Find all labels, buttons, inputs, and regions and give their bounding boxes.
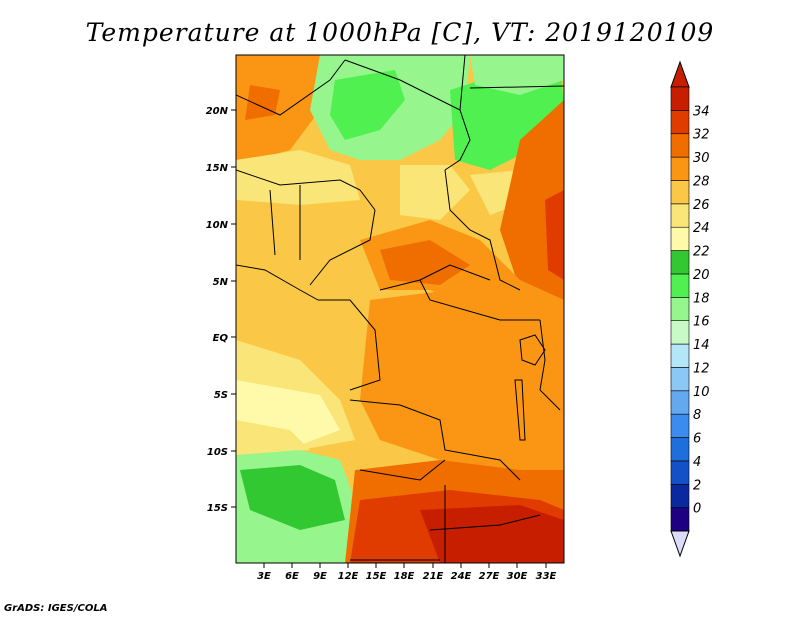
- lon-label: 21E: [423, 571, 444, 582]
- colorbar-over-triangle: [670, 60, 690, 88]
- colorbar-box: [670, 273, 690, 298]
- colorbar-label: 14: [693, 338, 710, 353]
- colorbar-box: [670, 390, 690, 415]
- colorbar-label: 32: [693, 128, 710, 143]
- lon-label: 12E: [338, 571, 359, 582]
- lat-label: 5S: [214, 390, 228, 401]
- lat-label: 10S: [207, 447, 228, 458]
- grads-credit: GrADS: IGES/COLA: [4, 603, 108, 614]
- colorbar-label: 20: [693, 268, 710, 283]
- lon-label: 6E: [285, 571, 299, 582]
- colorbar-label: 0: [693, 502, 701, 517]
- colorbar-label: 26: [693, 198, 710, 213]
- lon-label: 18E: [394, 571, 415, 582]
- colorbar-box: [670, 297, 690, 321]
- map-title: Temperature at 1000hPa [C], VT: 20191201…: [85, 18, 715, 47]
- colorbar-under-triangle: [670, 530, 690, 558]
- colorbar-label: 2: [693, 478, 701, 493]
- colorbar-label: 8: [693, 408, 701, 423]
- colorbar-box: [670, 437, 690, 462]
- colorbar-label: 4: [693, 455, 701, 470]
- lon-label: 30E: [507, 571, 528, 582]
- colorbar-box: [670, 367, 690, 392]
- lon-label: 24E: [451, 571, 472, 582]
- colorbar-box: [670, 203, 690, 228]
- temperature-field: [236, 55, 564, 563]
- lat-label: 15N: [206, 163, 229, 174]
- colorbar-box: [670, 180, 690, 205]
- colorbar-box: [670, 133, 690, 158]
- lat-label: 10N: [206, 220, 229, 231]
- colorbar-label: 10: [693, 385, 710, 400]
- map-frame: [235, 54, 565, 564]
- latitude-labels: 20N 15N 10N 5N EQ 5S 10S 15S: [206, 106, 236, 514]
- colorbar-box: [670, 250, 690, 275]
- colorbar-label: 28: [693, 174, 710, 189]
- lat-label: 5N: [213, 277, 229, 288]
- colorbar-box: [670, 226, 690, 251]
- colorbar-label: 6: [693, 432, 701, 447]
- colorbar-box: [670, 483, 690, 508]
- colorbar-boxes: [670, 86, 690, 532]
- colorbar-label: 18: [693, 291, 710, 306]
- lon-label: 3E: [257, 571, 271, 582]
- colorbar-label: 22: [693, 245, 710, 260]
- colorbar-label: 24: [693, 221, 710, 236]
- lon-label: 15E: [366, 571, 387, 582]
- lon-label: 27E: [479, 571, 500, 582]
- colorbar-box: [670, 110, 690, 135]
- colorbar-box: [670, 413, 690, 438]
- colorbar-box: [670, 460, 690, 485]
- colorbar-label: 12: [693, 361, 710, 376]
- colorbar-box: [670, 320, 690, 345]
- lat-label: 15S: [207, 503, 228, 514]
- colorbar-box: [670, 343, 690, 368]
- lon-label: 33E: [536, 571, 557, 582]
- colorbar-box: [670, 86, 690, 111]
- lat-label: 20N: [206, 106, 229, 117]
- colorbar-label: 34: [693, 104, 710, 119]
- colorbar-label: 16: [693, 315, 710, 330]
- longitude-labels: 3E 6E 9E 12E 15E 18E 21E 24E 27E 30E 33E: [257, 563, 557, 582]
- lon-label: 9E: [313, 571, 327, 582]
- country-borders: [236, 55, 564, 563]
- colorbar-label: 30: [693, 151, 710, 166]
- colorbar-box: [670, 507, 690, 532]
- colorbar-box: [670, 156, 690, 181]
- lat-label: EQ: [213, 333, 229, 344]
